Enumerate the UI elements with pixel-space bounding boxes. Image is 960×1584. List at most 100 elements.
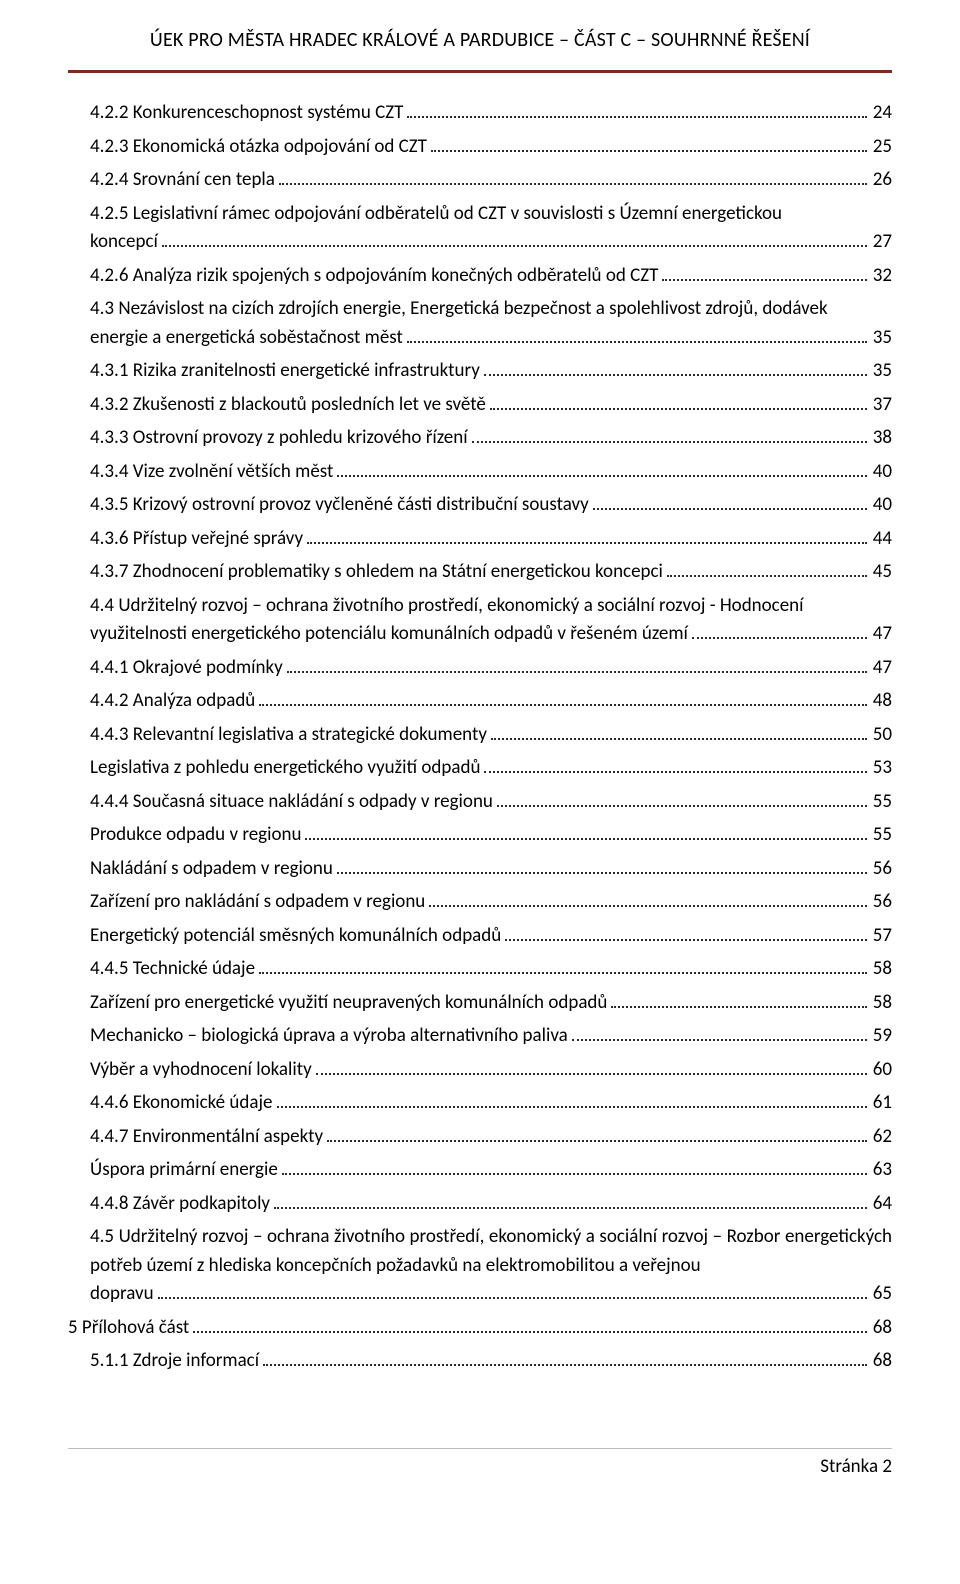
- toc-entry-label: 4.2.6 Analýza rizik spojených s odpojová…: [90, 262, 658, 291]
- toc-leader: [692, 622, 867, 639]
- toc-entry-tail: dopravu65: [90, 1280, 892, 1309]
- toc-entry: Energetický potenciál směsných komunální…: [68, 922, 892, 951]
- toc-entry-label: 4.4.2 Analýza odpadů: [90, 687, 255, 716]
- toc-entry: 4.2.6 Analýza rizik spojených s odpojová…: [68, 262, 892, 291]
- toc-entry: 4.3 Nezávislost na cizích zdrojích energ…: [68, 295, 892, 352]
- toc-leader: [593, 493, 867, 510]
- toc-entry: 5.1.1 Zdroje informací68: [68, 1347, 892, 1376]
- toc-entry-page: 40: [871, 458, 892, 487]
- toc-entry-page: 50: [871, 721, 892, 750]
- page: ÚEK PRO MĚSTA HRADEC KRÁLOVÉ A PARDUBICE…: [0, 0, 960, 1518]
- toc-entry-page: 25: [871, 133, 892, 162]
- toc-entry-page: 38: [871, 424, 892, 453]
- toc-entry-page: 56: [871, 855, 892, 884]
- toc-entry-label: 4.3.2 Zkušenosti z blackoutů posledních …: [90, 391, 486, 420]
- toc-entry-label: Produkce odpadu v regionu: [90, 821, 301, 850]
- toc-entry-tail-label: energie a energetická soběstačnost měst: [90, 324, 403, 353]
- toc-entry-label: Výběr a vyhodnocení lokality: [90, 1056, 312, 1085]
- toc-leader: [282, 1158, 867, 1175]
- toc-entry-page: 55: [871, 788, 892, 817]
- toc-entry-page: 62: [871, 1123, 892, 1152]
- toc-entry-text: 4.2.5 Legislativní rámec odpojování odbě…: [90, 200, 892, 229]
- toc-entry-page: 47: [871, 620, 892, 649]
- toc-entry-label: Zařízení pro nakládání s odpadem v regio…: [90, 888, 425, 917]
- toc-leader: [277, 1091, 867, 1108]
- toc-entry-page: 68: [871, 1314, 892, 1343]
- page-number: Stránka 2: [820, 1455, 892, 1478]
- toc-leader: [193, 1315, 866, 1332]
- toc-entry: Nakládání s odpadem v regionu56: [68, 855, 892, 884]
- toc-leader: [431, 134, 867, 151]
- toc-leader: [263, 1349, 867, 1366]
- toc-leader: [337, 856, 867, 873]
- toc-leader: [611, 990, 866, 1007]
- toc-entry-text: 4.4 Udržitelný rozvoj – ochrana životníh…: [90, 592, 892, 621]
- toc-entry-label: 4.4.3 Relevantní legislativa a strategic…: [90, 721, 487, 750]
- toc-leader: [327, 1124, 867, 1141]
- toc-entry-page: 24: [871, 99, 892, 128]
- toc-entry: 4.2.2 Konkurenceschopnost systému CZT 24: [68, 99, 892, 128]
- toc-entry: Zařízení pro energetické využití neuprav…: [68, 989, 892, 1018]
- toc-entry: 4.4.1 Okrajové podmínky47: [68, 654, 892, 683]
- toc-entry-page: 35: [871, 324, 892, 353]
- toc-entry: 4.4.7 Environmentální aspekty 62: [68, 1123, 892, 1152]
- toc-entry-label: 4.3.5 Krizový ostrovní provoz vyčleněné …: [90, 491, 589, 520]
- toc-entry-label: 4.2.2 Konkurenceschopnost systému CZT: [90, 99, 403, 128]
- toc-entry-text: 4.3 Nezávislost na cizích zdrojích energ…: [90, 295, 892, 324]
- toc-entry-page: 32: [871, 262, 892, 291]
- toc-entry-page: 63: [871, 1156, 892, 1185]
- toc-entry-label: 4.4.8 Závěr podkapitoly: [90, 1190, 270, 1219]
- toc-entry: 4.4.4 Současná situace nakládání s odpad…: [68, 788, 892, 817]
- toc-entry-label: 5.1.1 Zdroje informací: [90, 1347, 259, 1376]
- toc-leader: [497, 789, 867, 806]
- toc-entry-page: 55: [871, 821, 892, 850]
- toc-entry: Legislativa z pohledu energetického využ…: [68, 754, 892, 783]
- toc-leader: [572, 1024, 867, 1041]
- toc-entry-tail-label: koncepcí: [90, 228, 158, 257]
- toc-entry: Mechanicko – biologická úprava a výroba …: [68, 1022, 892, 1051]
- toc-entry: 4.4.3 Relevantní legislativa a strategic…: [68, 721, 892, 750]
- toc-entry-label: 4.4.4 Současná situace nakládání s odpad…: [90, 788, 493, 817]
- toc-entry: 4.4.6 Ekonomické údaje 61: [68, 1089, 892, 1118]
- toc-leader: [505, 923, 866, 940]
- toc-entry-page: 37: [871, 391, 892, 420]
- toc-entry-label: 4.4.1 Okrajové podmínky: [90, 654, 283, 683]
- toc-entry-label: 4.2.4 Srovnání cen tepla: [90, 166, 275, 195]
- toc-entry: 4.2.4 Srovnání cen tepla26: [68, 166, 892, 195]
- toc-entry-page: 40: [871, 491, 892, 520]
- toc-entry: 4.3.7 Zhodnocení problematiky s ohledem …: [68, 558, 892, 587]
- toc-entry: 4.3.6 Přístup veřejné správy44: [68, 525, 892, 554]
- toc-entry: 4.3.5 Krizový ostrovní provoz vyčleněné …: [68, 491, 892, 520]
- toc-leader: [337, 459, 866, 476]
- page-footer: Stránka 2: [68, 1448, 892, 1478]
- toc-entry: 4.3.2 Zkušenosti z blackoutů posledních …: [68, 391, 892, 420]
- toc-leader: [662, 263, 866, 280]
- toc-entry: Zařízení pro nakládání s odpadem v regio…: [68, 888, 892, 917]
- toc-entry-tail: koncepcí 27: [90, 228, 892, 257]
- toc-entry-page: 61: [871, 1089, 892, 1118]
- toc-leader: [472, 426, 867, 443]
- toc-entry-label: 4.4.5 Technické údaje: [90, 955, 255, 984]
- toc-entry-page: 48: [871, 687, 892, 716]
- toc-entry: Úspora primární energie63: [68, 1156, 892, 1185]
- toc-entry: 4.4.8 Závěr podkapitoly 64: [68, 1190, 892, 1219]
- toc-leader: [491, 722, 867, 739]
- toc-entry-tail-label: využitelnosti energetického potenciálu k…: [90, 620, 688, 649]
- toc-entry-tail-label: dopravu: [90, 1280, 154, 1309]
- toc-leader: [305, 823, 866, 840]
- toc-entry-page: 27: [871, 228, 892, 257]
- toc-entry-label: 4.4.6 Ekonomické údaje: [90, 1089, 273, 1118]
- toc-leader: [407, 101, 866, 118]
- toc-entry-page: 57: [871, 922, 892, 951]
- toc-entry-page: 58: [871, 955, 892, 984]
- toc-entry-label: 4.4.7 Environmentální aspekty: [90, 1123, 323, 1152]
- toc-entry: 4.4 Udržitelný rozvoj – ochrana životníh…: [68, 592, 892, 649]
- running-header: ÚEK PRO MĚSTA HRADEC KRÁLOVÉ A PARDUBICE…: [68, 28, 892, 73]
- toc-leader: [484, 756, 866, 773]
- toc-entry: 4.3.3 Ostrovní provozy z pohledu krizové…: [68, 424, 892, 453]
- toc-entry: Výběr a vyhodnocení lokality60: [68, 1056, 892, 1085]
- toc-entry-page: 64: [871, 1190, 892, 1219]
- toc-entry: 4.5 Udržitelný rozvoj – ochrana životníh…: [68, 1223, 892, 1309]
- toc-leader: [490, 392, 867, 409]
- toc-leader: [667, 560, 867, 577]
